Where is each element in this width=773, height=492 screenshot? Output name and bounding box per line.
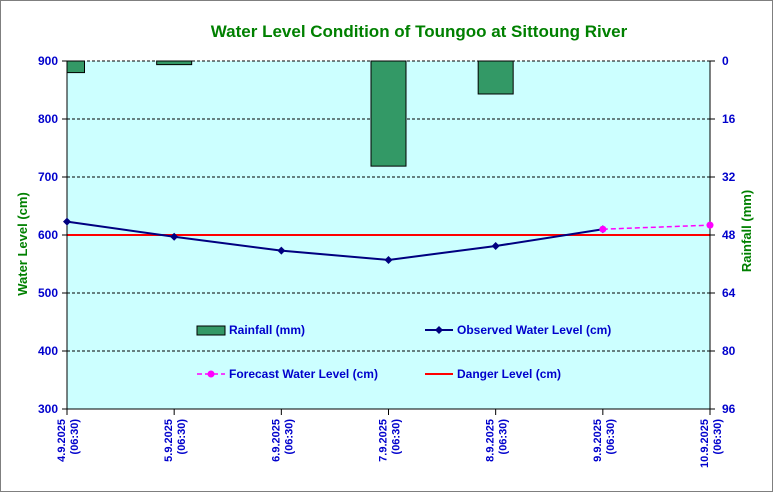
x-tick-label-group: 6.9.2025 (06:30)	[270, 419, 295, 462]
x-tick-label-group: 9.9.2025 (06:30)	[592, 419, 617, 462]
y-tick-label: 500	[38, 286, 58, 300]
y2-tick-label: 96	[722, 402, 736, 416]
legend: Rainfall (mm) Observed Water Level (cm) Fo…	[196, 323, 611, 381]
x-tick-label-time: (06:30)	[712, 419, 724, 455]
observed-point	[491, 242, 500, 251]
y2-tick-label: 64	[722, 286, 736, 300]
y-tick-label: 600	[38, 228, 58, 242]
y-tick-label: 800	[38, 112, 58, 126]
x-tick-label-time: (06:30)	[283, 419, 295, 455]
x-tick-label-time: (06:30)	[498, 419, 510, 455]
x-tick-label-group: 10.9.2025 (06:30)	[699, 419, 724, 468]
x-tick-label-time: (06:30)	[391, 419, 403, 455]
rainfall-bar	[477, 60, 514, 95]
x-tick-label-date: 7.9.2025	[378, 419, 390, 462]
legend-forecast-label: Forecast Water Level (cm)	[229, 367, 378, 381]
x-tick-label-group: 7.9.2025 (06:30)	[378, 419, 403, 462]
legend-observed-marker	[435, 326, 443, 334]
y2-tick-label: 80	[722, 344, 736, 358]
x-tick-label-date: 6.9.2025	[270, 419, 282, 462]
x-tick-label-time: (06:30)	[176, 419, 188, 455]
rainfall-bar	[66, 60, 85, 74]
x-tick-label-date: 8.9.2025	[485, 419, 497, 462]
y2-tick-label: 16	[722, 112, 736, 126]
legend-rainfall-swatch	[196, 325, 226, 336]
x-tick-label-group: 5.9.2025 (06:30)	[163, 419, 188, 462]
observed-point	[277, 246, 286, 255]
forecast-point	[599, 225, 607, 233]
x-tick-label-time: (06:30)	[69, 419, 81, 455]
x-tick-label-group: 4.9.2025 (06:30)	[56, 419, 81, 462]
y2-axis-title: Rainfall (mm)	[739, 190, 754, 272]
x-tick-label-group: 8.9.2025 (06:30)	[485, 419, 510, 462]
legend-forecast-marker	[207, 370, 215, 378]
y-tick-label: 900	[38, 54, 58, 68]
rainfall-bar	[156, 60, 193, 66]
y2-tick-label: 48	[722, 228, 736, 242]
y-tick-label: 700	[38, 170, 58, 184]
rainfall-bar	[370, 60, 407, 167]
x-tick-label-date: 9.9.2025	[592, 419, 604, 462]
y2-tick-label: 32	[722, 170, 736, 184]
x-tick-label-date: 4.9.2025	[56, 419, 68, 462]
y2-tick-label: 0	[722, 54, 729, 68]
x-tick-label-date: 5.9.2025	[163, 419, 175, 462]
observed-point	[170, 232, 179, 241]
forecast-series-line	[602, 224, 711, 230]
chart-title: Water Level Condition of Toungoo at Sitt…	[211, 22, 628, 41]
y-tick-label: 400	[38, 344, 58, 358]
legend-rainfall-label: Rainfall (mm)	[229, 323, 305, 337]
forecast-point	[706, 221, 714, 229]
y-tick-label: 300	[38, 402, 58, 416]
observed-point	[384, 255, 393, 264]
observed-series-line	[66, 220, 603, 261]
observed-point	[63, 217, 71, 226]
y-axis-title: Water Level (cm)	[15, 192, 30, 296]
x-tick-label-time: (06:30)	[605, 419, 617, 455]
legend-observed-label: Observed Water Level (cm)	[457, 323, 611, 337]
x-tick-label-date: 10.9.2025	[699, 419, 711, 468]
legend-danger-label: Danger Level (cm)	[457, 367, 561, 381]
